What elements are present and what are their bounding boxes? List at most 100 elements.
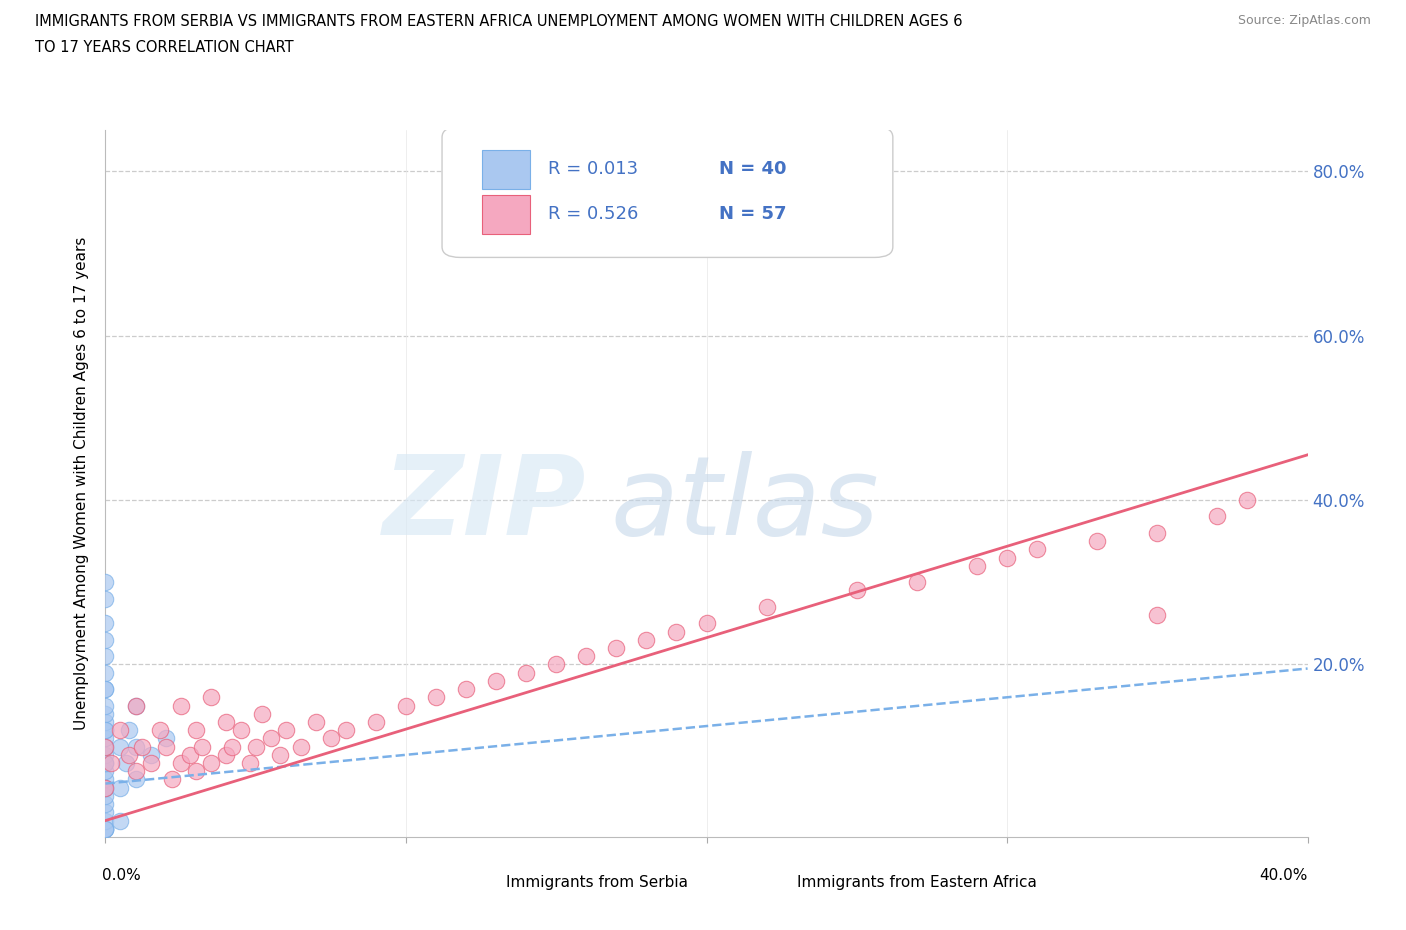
Point	[94, 665, 117, 680]
Point	[94, 649, 117, 664]
Bar	[460, 872, 496, 894]
Point	[94, 731, 117, 746]
Point	[966, 558, 988, 573]
Point	[290, 739, 312, 754]
Text: 40.0%: 40.0%	[1260, 869, 1308, 883]
Point	[94, 813, 117, 828]
Text: 0.0%: 0.0%	[103, 869, 141, 883]
Point	[94, 780, 117, 795]
Point	[100, 755, 122, 770]
Point	[155, 739, 177, 754]
Bar	[482, 150, 530, 189]
Point	[1206, 509, 1229, 524]
Point	[94, 821, 117, 836]
Point	[94, 698, 117, 713]
Point	[110, 723, 132, 737]
Text: atlas: atlas	[610, 451, 879, 558]
Point	[1026, 542, 1049, 557]
Point	[169, 755, 191, 770]
Text: Source: ZipAtlas.com: Source: ZipAtlas.com	[1237, 14, 1371, 27]
Point	[94, 780, 117, 795]
Point	[274, 723, 297, 737]
Y-axis label: Unemployment Among Women with Children Ages 6 to 17 years: Unemployment Among Women with Children A…	[75, 237, 90, 730]
Point	[94, 772, 117, 787]
Point	[94, 780, 117, 795]
Text: TO 17 YEARS CORRELATION CHART: TO 17 YEARS CORRELATION CHART	[35, 40, 294, 55]
Point	[118, 723, 141, 737]
Point	[335, 723, 357, 737]
Point	[184, 764, 207, 778]
Point	[214, 748, 236, 763]
Point	[425, 690, 447, 705]
Point	[364, 714, 387, 729]
Point	[94, 723, 117, 737]
Point	[155, 731, 177, 746]
Point	[94, 789, 117, 804]
Text: IMMIGRANTS FROM SERBIA VS IMMIGRANTS FROM EASTERN AFRICA UNEMPLOYMENT AMONG WOME: IMMIGRANTS FROM SERBIA VS IMMIGRANTS FRO…	[35, 14, 963, 29]
Point	[395, 698, 418, 713]
Point	[995, 551, 1018, 565]
Text: Immigrants from Serbia: Immigrants from Serbia	[506, 875, 688, 890]
Point	[94, 706, 117, 721]
Text: R = 0.526: R = 0.526	[548, 206, 638, 223]
Point	[200, 755, 222, 770]
Point	[94, 821, 117, 836]
Point	[200, 690, 222, 705]
Point	[636, 632, 658, 647]
Point	[305, 714, 328, 729]
Point	[755, 600, 778, 615]
Point	[454, 682, 477, 697]
Point	[94, 755, 117, 770]
Point	[229, 723, 252, 737]
Point	[124, 764, 146, 778]
Point	[184, 723, 207, 737]
Point	[214, 714, 236, 729]
Point	[575, 649, 598, 664]
Point	[94, 723, 117, 737]
Point	[94, 739, 117, 754]
Text: R = 0.013: R = 0.013	[548, 160, 638, 178]
Point	[160, 772, 183, 787]
Point	[250, 706, 273, 721]
FancyBboxPatch shape	[441, 126, 893, 258]
Point	[1236, 493, 1258, 508]
Bar	[482, 195, 530, 234]
Point	[94, 682, 117, 697]
Point	[696, 616, 718, 631]
Point	[124, 739, 146, 754]
Text: N = 57: N = 57	[718, 206, 786, 223]
Point	[94, 821, 117, 836]
Point	[94, 764, 117, 778]
Point	[94, 632, 117, 647]
Point	[94, 682, 117, 697]
Text: Immigrants from Eastern Africa: Immigrants from Eastern Africa	[797, 875, 1036, 890]
Point	[245, 739, 267, 754]
Text: N = 40: N = 40	[718, 160, 786, 178]
Text: ZIP: ZIP	[382, 451, 586, 558]
Point	[94, 755, 117, 770]
Bar	[751, 872, 787, 894]
Point	[665, 624, 688, 639]
Point	[94, 739, 117, 754]
Point	[190, 739, 212, 754]
Point	[115, 755, 138, 770]
Point	[605, 641, 627, 656]
Point	[110, 813, 132, 828]
Point	[94, 797, 117, 812]
Point	[148, 723, 170, 737]
Point	[546, 657, 568, 671]
Point	[94, 821, 117, 836]
Point	[905, 575, 928, 590]
Point	[515, 665, 537, 680]
Point	[1146, 607, 1168, 622]
Point	[110, 780, 132, 795]
Point	[94, 616, 117, 631]
Point	[118, 748, 141, 763]
Point	[845, 583, 868, 598]
Point	[260, 731, 283, 746]
Point	[94, 575, 117, 590]
Point	[124, 698, 146, 713]
Point	[1085, 534, 1108, 549]
Point	[239, 755, 262, 770]
Point	[319, 731, 342, 746]
